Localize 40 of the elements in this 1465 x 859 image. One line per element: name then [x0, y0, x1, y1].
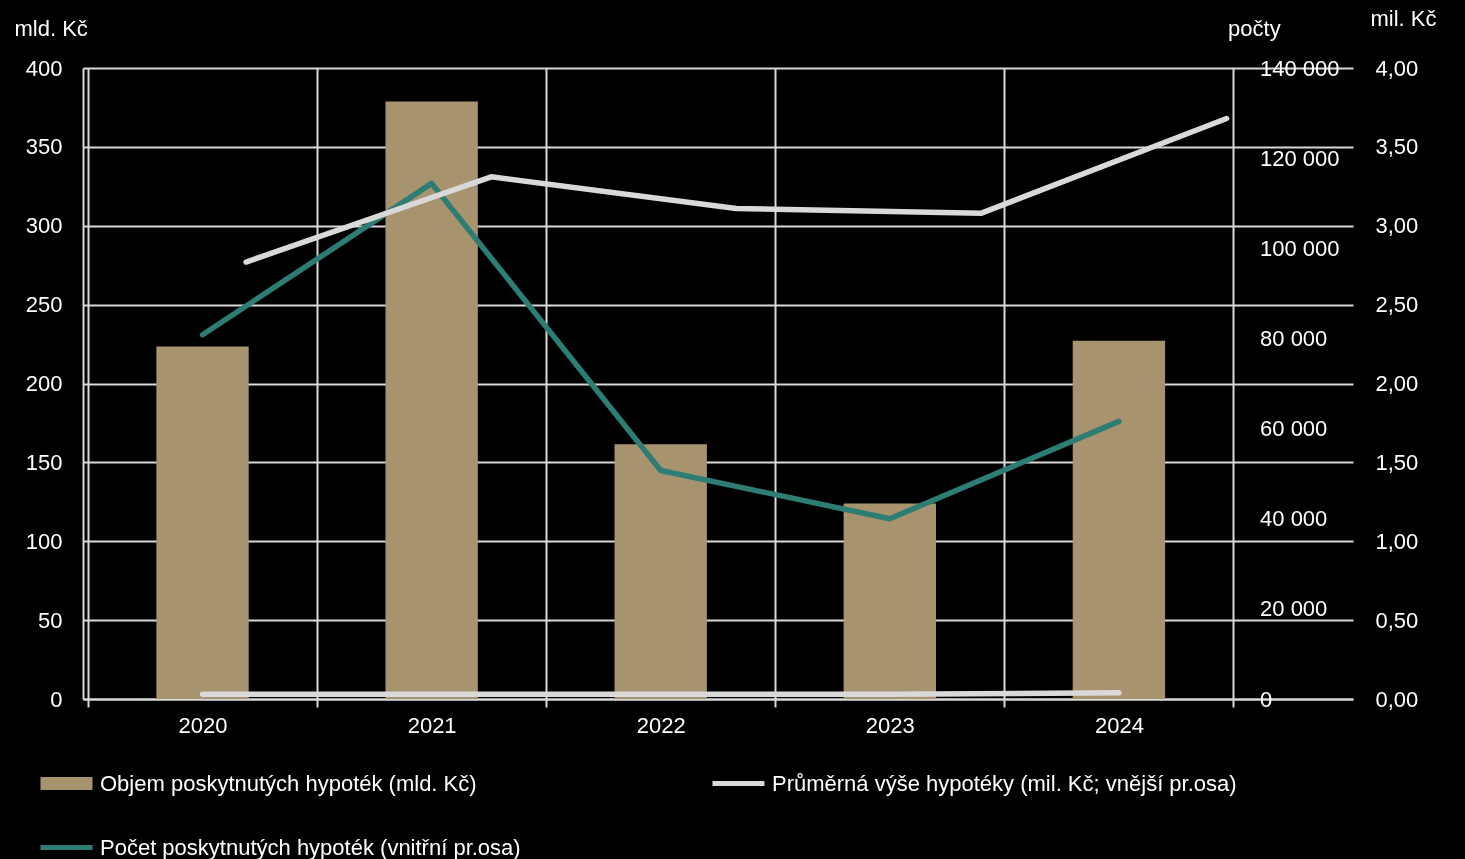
y-tick-label: 100: [25, 528, 63, 554]
legend-label: Průměrná výše hypotéky (mil. Kč; vnější pr.osa): [772, 770, 1237, 796]
y-tick-label: 400: [25, 55, 63, 81]
y3-tick-label: 4,00: [1375, 55, 1419, 81]
bar: [614, 444, 707, 699]
y3-tick-label: 3,00: [1375, 213, 1419, 239]
y3-tick-label: 3,50: [1375, 134, 1419, 160]
y3-tick-label: 1,00: [1375, 528, 1419, 554]
y3-tick-label: 0,50: [1375, 607, 1419, 633]
y3-tick-label: 1,50: [1375, 449, 1419, 475]
legend-label: Počet poskytnutých hypoték (vnitřní pr.osa): [100, 834, 521, 859]
bar: [843, 503, 936, 699]
x-tick-label: 2024: [1094, 712, 1144, 738]
y2-axis-title: počty: [1228, 15, 1281, 41]
bar: [156, 346, 249, 699]
legend-label: Objem poskytnutých hypoték (mld. Kč): [100, 770, 477, 796]
y3-tick-label: 2,00: [1375, 371, 1419, 396]
y-tick-label: 350: [25, 134, 63, 160]
x-tick-label: 2021: [407, 712, 457, 738]
y-tick-label: 0: [50, 686, 63, 712]
x-tick-label: 2020: [178, 712, 228, 738]
y2-tick-label: 100 000: [1260, 235, 1340, 261]
y-tick-label: 250: [25, 292, 63, 318]
y3-tick-label: 0,00: [1375, 686, 1419, 712]
y3-axis-title: mil. Kč: [1370, 5, 1437, 31]
x-tick-label: 2023: [865, 712, 915, 738]
y-axis-title: mld. Kč: [14, 15, 88, 41]
y2-tick-label: 60 000: [1260, 416, 1328, 442]
y2-tick-label: 80 000: [1260, 325, 1328, 351]
y-tick-label: 150: [25, 449, 63, 475]
y-tick-label: 50: [38, 607, 63, 633]
y2-tick-label: 120 000: [1260, 145, 1340, 171]
bar: [385, 101, 478, 699]
y3-tick-label: 2,50: [1375, 292, 1419, 318]
x-tick-label: 2022: [636, 712, 686, 738]
bar: [1072, 340, 1166, 699]
y2-tick-label: 20 000: [1260, 596, 1328, 622]
y-tick-label: 300: [25, 213, 63, 239]
y2-tick-label: 40 000: [1260, 506, 1328, 532]
y-tick-label: 200: [25, 371, 63, 396]
